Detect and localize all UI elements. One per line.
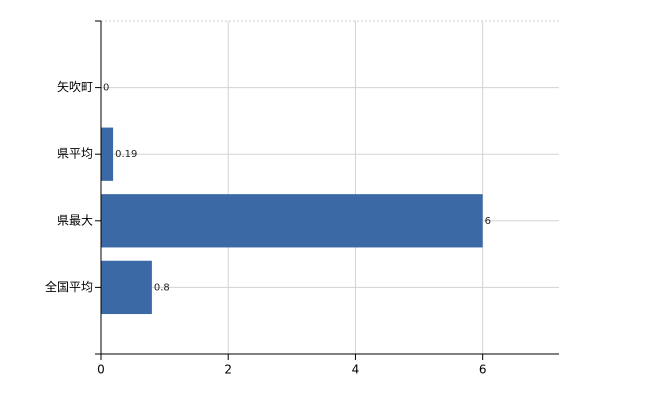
y-tick-label: 全国平均 [45, 279, 93, 294]
data-label: 6 [485, 216, 491, 227]
x-tick-label: 4 [352, 363, 360, 377]
data-label: 0.8 [154, 282, 170, 293]
y-tick-label: 矢吹町 [57, 80, 93, 94]
y-tick-label: 県平均 [57, 147, 93, 161]
x-tick-label: 0 [97, 363, 105, 377]
data-label: 0 [103, 83, 109, 94]
bar [101, 260, 152, 315]
x-tick-label: 6 [479, 363, 487, 377]
data-label: 0.19 [115, 149, 137, 160]
y-tick-label: 県最大 [57, 213, 93, 227]
x-tick-label: 2 [224, 363, 232, 377]
bar [101, 194, 483, 248]
bar [101, 127, 114, 181]
